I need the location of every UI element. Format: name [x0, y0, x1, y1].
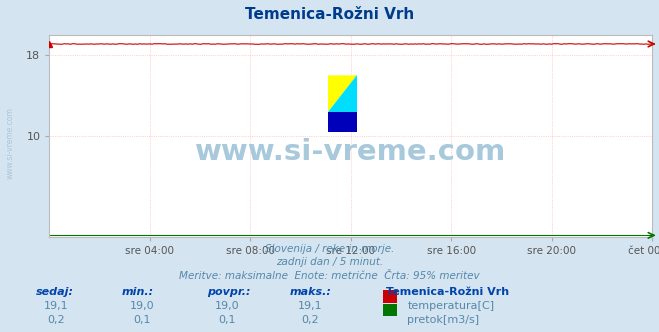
- Text: 0,1: 0,1: [133, 315, 150, 325]
- Text: 19,1: 19,1: [43, 301, 69, 311]
- Text: pretok[m3/s]: pretok[m3/s]: [407, 315, 479, 325]
- Text: zadnji dan / 5 minut.: zadnji dan / 5 minut.: [276, 257, 383, 267]
- Polygon shape: [328, 112, 357, 132]
- Polygon shape: [328, 75, 357, 112]
- Text: povpr.:: povpr.:: [208, 287, 251, 297]
- Text: sedaj:: sedaj:: [36, 287, 74, 297]
- Text: min.:: min.:: [122, 287, 154, 297]
- Text: 19,0: 19,0: [215, 301, 240, 311]
- Text: 0,2: 0,2: [47, 315, 65, 325]
- Text: Slovenija / reke in morje.: Slovenija / reke in morje.: [265, 244, 394, 254]
- Text: Temenica-Rožni Vrh: Temenica-Rožni Vrh: [245, 7, 414, 23]
- Text: 0,1: 0,1: [219, 315, 236, 325]
- Text: 0,2: 0,2: [301, 315, 318, 325]
- Text: www.si-vreme.com: www.si-vreme.com: [195, 138, 507, 166]
- Text: Temenica-Rožni Vrh: Temenica-Rožni Vrh: [386, 287, 509, 297]
- Text: maks.:: maks.:: [290, 287, 332, 297]
- Text: 19,1: 19,1: [297, 301, 322, 311]
- Text: temperatura[C]: temperatura[C]: [407, 301, 494, 311]
- Polygon shape: [328, 75, 357, 112]
- Text: Meritve: maksimalne  Enote: metrične  Črta: 95% meritev: Meritve: maksimalne Enote: metrične Črta…: [179, 271, 480, 281]
- Text: www.si-vreme.com: www.si-vreme.com: [5, 107, 14, 179]
- Text: 19,0: 19,0: [129, 301, 154, 311]
